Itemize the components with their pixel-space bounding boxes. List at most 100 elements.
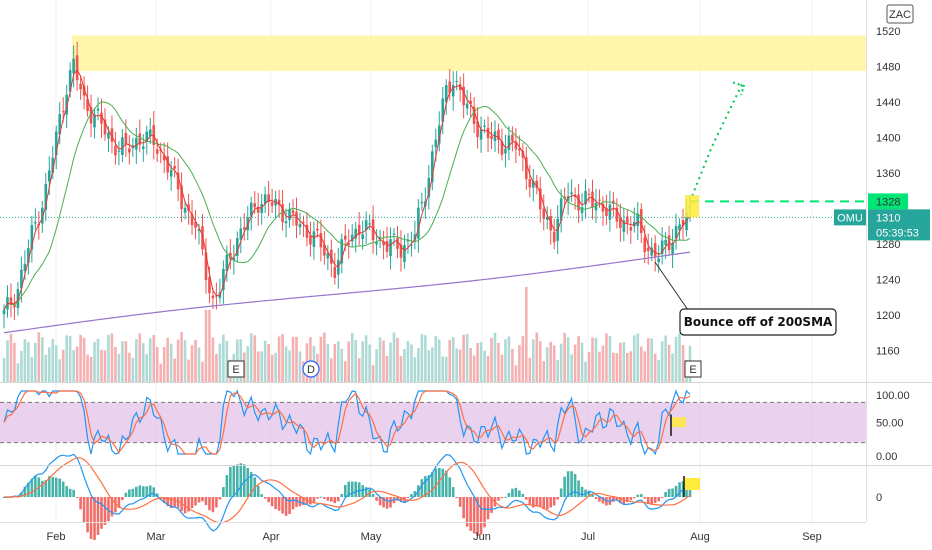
annotation-box <box>679 308 837 336</box>
price-axis: 1520 1480 1440 1400 1360 1280 1240 1200 1160 ZAC <box>876 4 914 358</box>
volume-bar <box>552 345 556 382</box>
event-label: E <box>232 364 239 376</box>
candle-body <box>291 210 295 214</box>
volume-bar <box>514 365 518 382</box>
oscillator-tick: 100.00 <box>876 390 910 402</box>
volume-bar <box>594 337 598 382</box>
candle-body <box>552 231 556 243</box>
macd-bar <box>626 497 629 503</box>
candle-body <box>632 221 636 227</box>
volume-bar <box>166 337 169 382</box>
candle-body <box>23 263 27 271</box>
macd-bar <box>472 497 476 534</box>
candle-body <box>239 228 243 240</box>
macd-bar <box>563 476 566 497</box>
candle-body <box>392 233 396 235</box>
macd-bar <box>465 497 469 527</box>
candle-body <box>61 111 65 113</box>
macd-bar <box>246 468 250 497</box>
volume-bar <box>145 354 149 382</box>
volume-bar <box>444 356 448 382</box>
month-label: Sep <box>802 531 822 543</box>
candle-body <box>469 100 472 105</box>
candle-body <box>371 219 375 241</box>
volume-bar <box>462 334 465 382</box>
candle-body <box>34 222 37 224</box>
candle-body <box>486 127 490 139</box>
candle-body <box>183 207 187 213</box>
candle-body <box>678 224 681 231</box>
volume-bar <box>61 349 65 382</box>
volume-bar <box>6 340 9 382</box>
macd-bar <box>413 491 417 497</box>
volume-bar <box>222 334 225 382</box>
volume-bar <box>215 354 218 382</box>
volume-bar <box>218 343 222 382</box>
volume-bar <box>291 336 295 382</box>
volume-bar <box>646 338 650 382</box>
macd-bar <box>208 497 211 511</box>
macd-bar <box>361 485 364 497</box>
macd-bar <box>343 484 347 497</box>
candle-body <box>368 223 371 225</box>
macd-bar <box>169 497 173 509</box>
volume-bar <box>37 332 41 382</box>
candle-body <box>389 239 392 257</box>
macd-bar <box>458 497 462 507</box>
macd-bar <box>148 485 152 497</box>
macd-bar <box>556 497 559 500</box>
volume-bar <box>225 340 229 382</box>
candle-body <box>483 125 486 127</box>
candle-body <box>176 172 180 190</box>
volume-bar <box>89 356 93 382</box>
macd-bar <box>135 486 138 497</box>
macd-bar <box>288 497 291 514</box>
candle-body <box>208 277 211 294</box>
volume-bar <box>570 354 573 382</box>
candle-body <box>96 108 100 111</box>
macd-bar <box>239 463 243 497</box>
volume-bar <box>636 333 640 382</box>
macd-bar <box>204 497 208 506</box>
macd-bar <box>601 497 605 504</box>
macd-bar <box>114 497 117 513</box>
volume-bar <box>190 345 194 382</box>
macd-bar <box>375 497 378 501</box>
volume-bar <box>110 333 114 382</box>
macd-bar <box>514 487 518 497</box>
macd-bar <box>89 497 93 540</box>
macd-bar <box>570 471 573 497</box>
candle-body <box>298 223 302 228</box>
volume-bar <box>622 342 626 382</box>
macd-bar <box>333 497 337 504</box>
candle-body <box>148 129 152 136</box>
candle-body <box>437 125 441 144</box>
volume-bar <box>23 339 27 382</box>
volume-bar <box>525 287 528 382</box>
volume-bar <box>608 336 612 382</box>
oscillator-tick: 0.00 <box>876 451 897 463</box>
macd-bar <box>162 497 166 504</box>
volume-bar <box>493 332 497 382</box>
volume-bar <box>375 349 378 382</box>
dividend-marker <box>302 360 320 378</box>
macd-bar <box>249 472 253 497</box>
macd-bar <box>197 497 201 503</box>
candle-body <box>497 129 500 140</box>
volume-bar <box>86 354 89 382</box>
candle-body <box>79 83 82 90</box>
candle-body <box>413 234 417 241</box>
macd-bar <box>336 497 340 502</box>
candle-body <box>16 289 20 308</box>
macd-bar <box>653 497 657 504</box>
macd-bar <box>117 497 121 508</box>
macd-bar <box>302 497 305 505</box>
volume-bar <box>27 342 30 382</box>
macd-bar <box>100 497 103 529</box>
candle-body <box>403 245 406 263</box>
volume-bar <box>626 352 629 382</box>
volume-bar <box>667 344 671 382</box>
candle-body <box>284 221 288 224</box>
macd-bar <box>274 497 277 510</box>
candle-body <box>44 183 48 210</box>
